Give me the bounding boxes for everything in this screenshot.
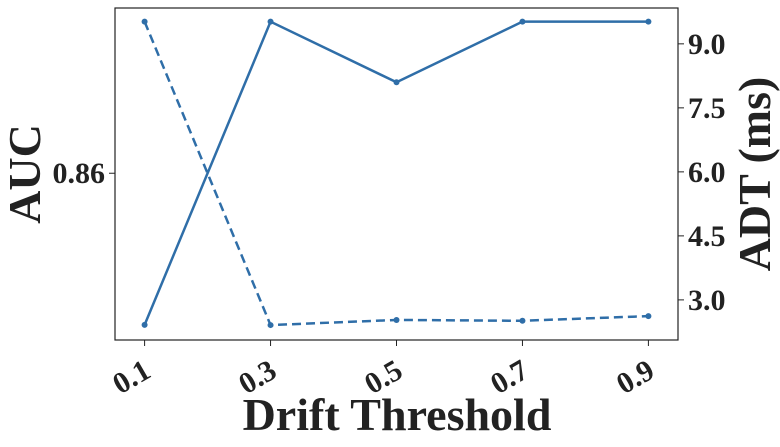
point <box>393 79 400 86</box>
point <box>645 313 652 320</box>
y2-axis-label: ADT (ms) <box>729 77 780 272</box>
series-line <box>143 19 649 326</box>
point <box>393 316 400 323</box>
y-tick-label: 0.86 <box>53 157 106 190</box>
x-axis-label: Drift Threshold <box>243 389 552 440</box>
point <box>519 18 526 25</box>
x-tick-label: 0.9 <box>611 353 660 400</box>
point <box>141 321 148 328</box>
series-line <box>143 21 649 327</box>
y2-tick-label: 6.0 <box>688 156 726 189</box>
plot-frame <box>114 7 679 341</box>
y2-tick-label: 7.5 <box>688 92 726 125</box>
y2-tick-label: 9.0 <box>688 28 726 61</box>
y2-tick-label: 3.0 <box>688 284 726 317</box>
point <box>519 317 526 324</box>
y-axis-label: AUC <box>0 124 50 224</box>
point <box>141 18 148 25</box>
y2-tick-label: 4.5 <box>688 220 726 253</box>
point <box>267 322 274 329</box>
x-tick-label: 0.1 <box>107 353 156 400</box>
point <box>645 18 652 25</box>
point <box>267 18 274 25</box>
